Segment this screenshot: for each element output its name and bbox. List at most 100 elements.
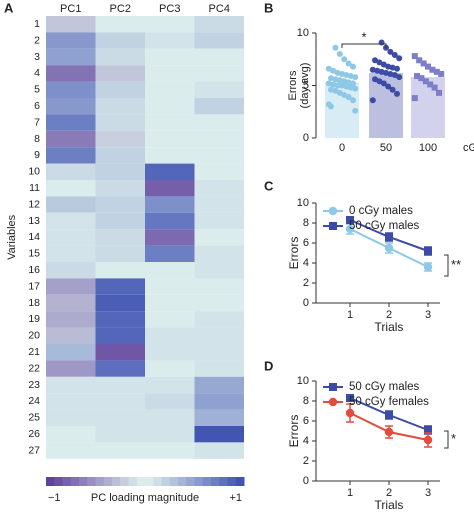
- heatmap-cell: [95, 196, 145, 213]
- data-point: [418, 75, 425, 82]
- heatmap-cell: [194, 376, 244, 394]
- heatmap-cell: [145, 262, 195, 279]
- heatmap-row-label: 4: [34, 67, 40, 79]
- heatmap-cell: [194, 32, 244, 49]
- legend-marker: [329, 383, 337, 391]
- tick-label-c-y: 2: [303, 277, 309, 289]
- heatmap-cell: [46, 196, 96, 213]
- heatmap-row-label: 25: [28, 412, 40, 424]
- tick-label-d-y: 4: [303, 435, 309, 447]
- heatmap-row-label: 3: [34, 51, 40, 63]
- tick-label-b-x: 100: [419, 142, 437, 154]
- data-point: [372, 57, 378, 64]
- tick-label-c-y: 10: [297, 197, 309, 209]
- heatmap-row-label: 24: [28, 395, 40, 407]
- heatmap-cell: [145, 409, 195, 426]
- data-point: [391, 52, 398, 59]
- data-point: [389, 86, 396, 93]
- tick-label-c-y: 0: [303, 297, 309, 309]
- heatmap-cell: [145, 147, 195, 164]
- heatmap-cell: [194, 147, 244, 164]
- data-point: [336, 51, 343, 57]
- heatmap-column-label: PC3: [159, 3, 180, 15]
- heatmap-cell: [194, 311, 244, 328]
- data-point: [350, 63, 356, 70]
- data-point: [431, 84, 438, 91]
- heatmap-column-label: PC2: [110, 3, 131, 15]
- axis-label-b-y: Errors: [287, 70, 299, 100]
- data-point: [345, 60, 352, 67]
- heatmap-cell: [194, 196, 244, 213]
- heatmap-row-label: 23: [28, 379, 40, 391]
- heatmap-cell: [145, 393, 195, 410]
- heatmap-cell: [145, 376, 195, 394]
- heatmap-cell: [145, 81, 195, 98]
- colorbar-segment: [186, 477, 195, 486]
- data-point: [341, 56, 348, 63]
- heatmap-cell: [145, 98, 195, 115]
- heatmap-cell: [95, 81, 145, 98]
- tick-label-d-x: 3: [425, 487, 431, 499]
- axis-label-b-y: (day avg): [299, 63, 311, 109]
- heatmap-cell: [145, 130, 195, 148]
- colorbar-segment: [103, 477, 113, 486]
- heatmap-cell: [95, 311, 145, 328]
- heatmap-cell: [194, 65, 244, 82]
- heatmap-cell: [95, 393, 145, 410]
- data-point: [438, 70, 445, 77]
- data-point: [345, 408, 355, 418]
- heatmap-cell: [145, 344, 195, 361]
- tick-label-d-y: 2: [303, 455, 309, 467]
- colorbar-segment: [194, 477, 204, 486]
- heatmap-cell: [46, 442, 96, 459]
- heatmap-cell: [46, 294, 96, 312]
- colorbar-segment: [145, 477, 154, 486]
- heatmap-cell: [46, 376, 96, 394]
- data-point: [416, 57, 423, 64]
- panel-letter-a: A: [4, 0, 14, 15]
- heatmap-cell: [95, 360, 145, 377]
- heatmap-cell: [194, 245, 244, 262]
- heatmap-row-label: 26: [28, 428, 40, 440]
- colorbar-segment: [95, 477, 105, 486]
- heatmap-row-label: 1: [34, 18, 40, 30]
- tick-label-c-y: 6: [303, 237, 309, 249]
- tick-label-b-x: 50: [380, 142, 392, 154]
- heatmap-cell: [194, 442, 244, 459]
- heatmap-row-label: 21: [28, 346, 40, 358]
- heatmap-cell: [46, 229, 96, 246]
- colorbar-segment: [120, 477, 129, 486]
- heatmap-cell: [46, 48, 96, 66]
- heatmap-cell: [194, 344, 244, 361]
- heatmap-cell: [145, 163, 195, 180]
- colorbar-segment: [79, 477, 88, 486]
- heatmap-cell: [46, 327, 96, 344]
- significance-bracket-d: [444, 430, 449, 449]
- heatmap-cell: [145, 196, 195, 213]
- data-point: [394, 90, 400, 97]
- heatmap-cell: [95, 245, 145, 262]
- legend-label: 0 cGy males: [349, 205, 413, 217]
- heatmap-row-label: 22: [28, 362, 40, 374]
- heatmap-cell: [194, 114, 244, 131]
- heatmap-row-label: 5: [34, 84, 40, 96]
- heatmap-row-label: 14: [28, 231, 40, 243]
- heatmap-cell: [145, 294, 195, 312]
- heatmap-cell: [95, 147, 145, 164]
- heatmap-cell: [46, 393, 96, 410]
- heatmap-row-label: 10: [28, 166, 40, 178]
- heatmap-cell: [95, 278, 145, 295]
- legend-label: 50 cGy females: [349, 396, 429, 408]
- data-point: [384, 243, 394, 253]
- heatmap-cell: [194, 16, 244, 33]
- heatmap-cell: [145, 426, 195, 443]
- data-point: [423, 435, 433, 445]
- tick-label-d-x: 1: [347, 487, 353, 499]
- data-point: [414, 73, 420, 80]
- tick-label-d-x: 2: [386, 487, 392, 499]
- panel-letter-c: C: [264, 178, 274, 193]
- axis-label-c-x: Trials: [375, 320, 404, 334]
- colorbar-segment: [202, 477, 212, 486]
- colorbar-segment: [112, 477, 121, 486]
- data-point: [384, 427, 394, 437]
